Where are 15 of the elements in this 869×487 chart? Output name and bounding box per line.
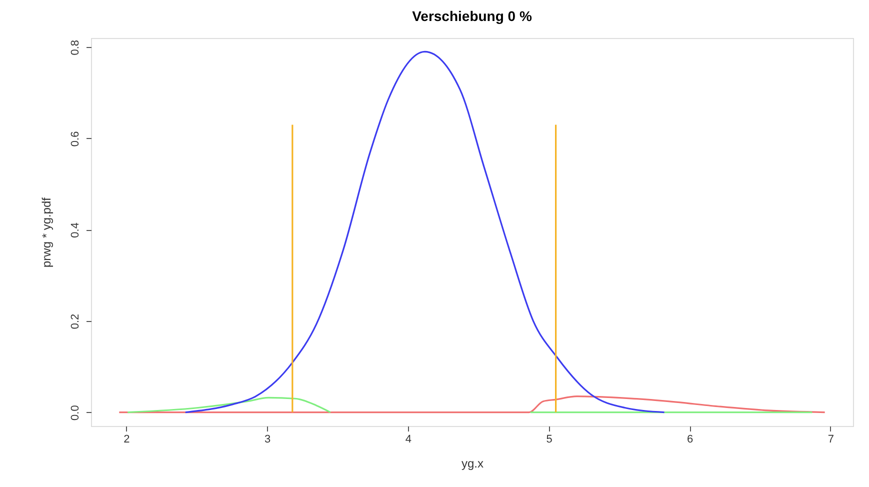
x-tick-label: 3 (264, 434, 271, 446)
x-axis-title: yg.x (461, 456, 484, 470)
x-tick-label: 7 (828, 434, 834, 446)
chart-title: Verschiebung 0 % (412, 8, 532, 24)
line-series (184, 50, 666, 414)
x-tick-label: 4 (405, 434, 412, 446)
y-tick-label: 0.6 (70, 131, 82, 147)
y-tick-label: 0.4 (70, 222, 82, 238)
x-tick-label: 6 (687, 434, 694, 446)
y-tick-label: 0.8 (70, 40, 82, 56)
x-tick-label: 2 (124, 434, 130, 446)
y-tick-label: 0.2 (70, 314, 82, 330)
y-axis-title: prwg * yg.pdf (40, 196, 54, 268)
y-tick-label: 0.0 (70, 405, 82, 420)
x-tick-label: 5 (546, 434, 552, 446)
